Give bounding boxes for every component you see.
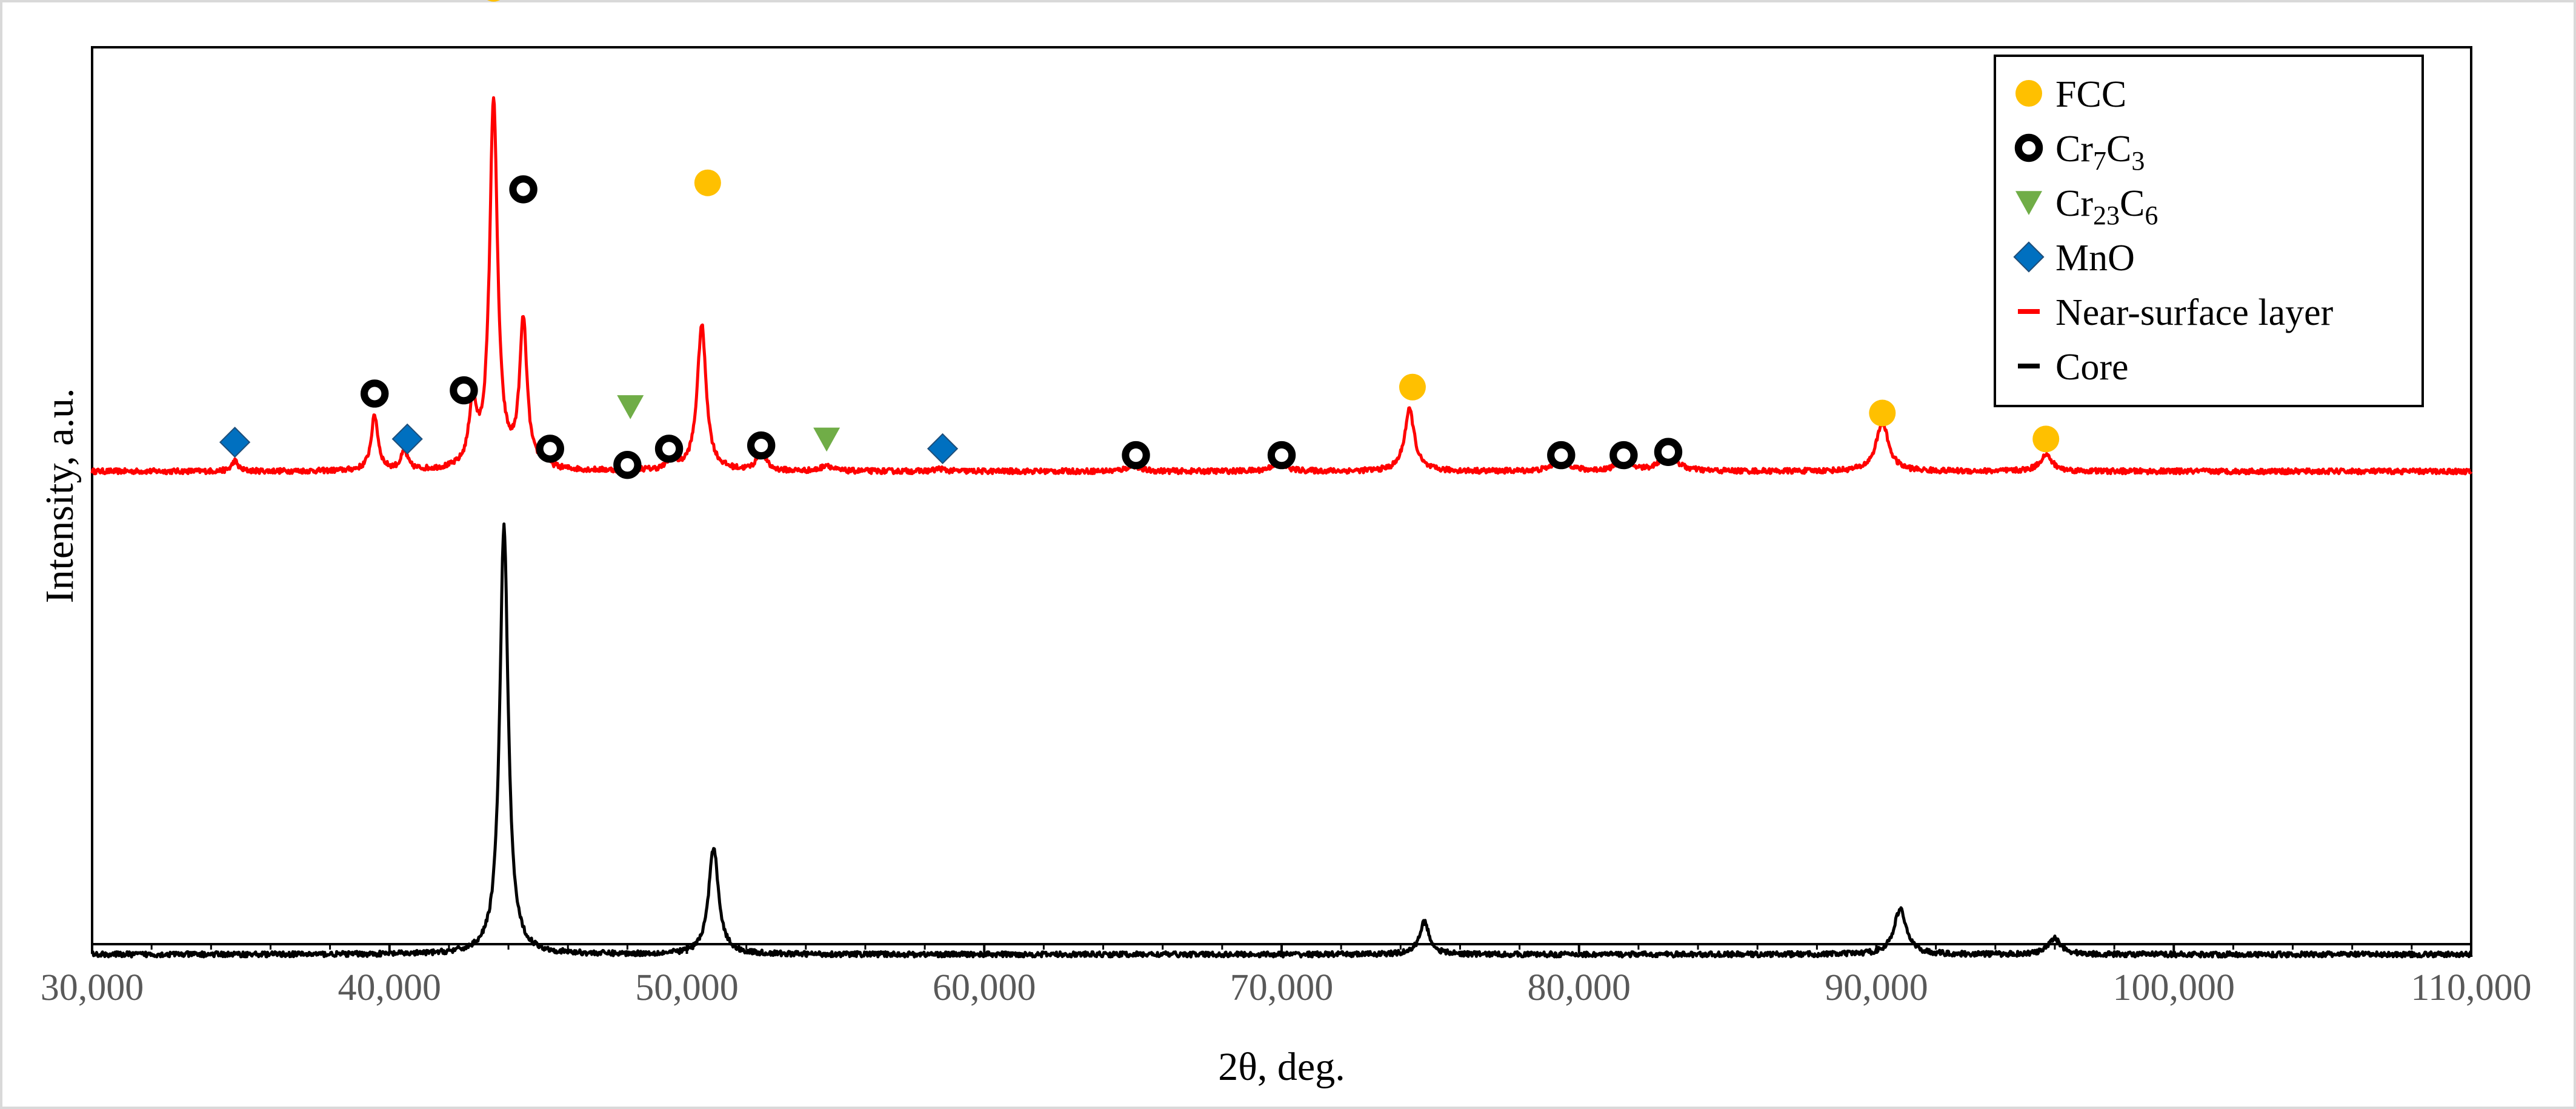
x-axis-title: 2θ, deg.	[1218, 1045, 1345, 1089]
x-tick-label: 40,000	[338, 967, 442, 1008]
x-tick-label: 70,000	[1230, 967, 1334, 1008]
x-tick-label: 110,000	[2411, 967, 2531, 1008]
legend-symbol-1	[2015, 80, 2042, 107]
marker-cr7c3-5	[613, 450, 642, 479]
marker-cr7c3-12	[1654, 438, 1683, 466]
marker-cr7c3-1	[361, 379, 389, 408]
legend-label: FCC	[2055, 74, 2126, 115]
marker-fcc-3	[1399, 373, 1426, 401]
legend-item: Cr23C6	[2015, 183, 2158, 230]
legend-symbol-4	[2013, 241, 2045, 273]
x-tick-label: 60,000	[933, 967, 1036, 1008]
marker-cr23c6-1	[617, 395, 644, 419]
legend-label: Near-surface layer	[2055, 292, 2334, 333]
legend-label-part: Near-surface layer	[2055, 292, 2334, 333]
marker-cr7c3-9	[1267, 441, 1296, 470]
legend-label-part: Core	[2055, 347, 2129, 388]
x-tick-label: 50,000	[635, 967, 739, 1008]
legend-item: Cr7C3	[2014, 128, 2145, 176]
marker-fcc-1	[487, 0, 501, 2]
marker-cr7c3-11	[1609, 441, 1638, 470]
marker-mno-3	[927, 433, 959, 465]
marker-cr7c3-6	[654, 435, 684, 463]
legend-label: Core	[2055, 347, 2129, 388]
marker-cr7c3-4	[536, 435, 564, 463]
legend-box	[1994, 55, 2424, 407]
legend-symbol-3	[2015, 191, 2042, 215]
x-axis: 30,000 40,000 50,000 60,000 70,000 80,000 90,0…	[41, 944, 2532, 1008]
marker-cr7c3-3	[509, 175, 537, 204]
marker-cr23c6-2	[813, 427, 840, 452]
legend-label-part: Cr	[2055, 183, 2093, 224]
marker-fcc-2	[694, 169, 721, 196]
legend-label-part: 3	[2131, 146, 2145, 176]
legend-label: MnO	[2055, 238, 2135, 279]
marker-cr7c3-7	[747, 431, 776, 460]
marker-cr7c3-10	[1547, 441, 1576, 470]
legend-item: Core	[2018, 347, 2129, 388]
legend-item: FCC	[2015, 74, 2126, 115]
marker-mno-1	[219, 427, 251, 458]
marker-fcc-4	[1869, 399, 1896, 427]
marker-mno-2	[391, 423, 423, 455]
legend-label: Cr7C3	[2055, 128, 2145, 176]
legend-label-part: FCC	[2055, 74, 2126, 115]
legend-label-part: C	[2120, 183, 2145, 224]
legend-label: Cr23C6	[2055, 183, 2158, 230]
x-tick-label: 80,000	[1528, 967, 1631, 1008]
legend-label-part: 23	[2093, 201, 2120, 230]
legend-label-part: 7	[2093, 146, 2106, 176]
marker-fcc-5	[2032, 425, 2060, 453]
marker-cr7c3-2	[450, 376, 478, 405]
x-tick-label: 90,000	[1825, 967, 1928, 1008]
legend-label-part: Cr	[2055, 128, 2093, 170]
legend-item: Near-surface layer	[2018, 292, 2334, 333]
legend-symbol-2	[2014, 133, 2043, 162]
legend-label-part: C	[2106, 128, 2131, 170]
legend-item: MnO	[2013, 238, 2135, 279]
x-tick-label: 30,000	[41, 967, 144, 1008]
legend-label-part: MnO	[2055, 238, 2135, 279]
legend-label-part: 6	[2145, 201, 2158, 230]
marker-cr7c3-8	[1122, 441, 1150, 470]
x-tick-label: 100,000	[2113, 967, 2235, 1008]
marker-layer	[219, 0, 2060, 479]
y-axis-title: Intensity, a.u.	[38, 388, 82, 604]
